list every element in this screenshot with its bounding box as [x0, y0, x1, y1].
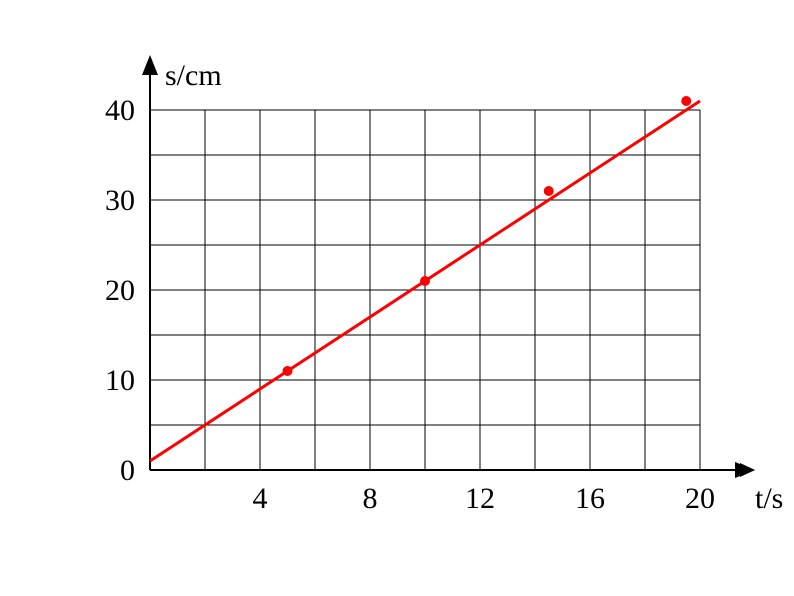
x-tick-label: 8: [363, 482, 378, 515]
x-tick-label: 16: [575, 482, 605, 515]
data-point: [681, 96, 691, 106]
x-tick-label: 4: [253, 482, 268, 515]
distance-time-chart: 0 10 20 30 40 4 8 12 16 20 s/cm t/s: [0, 0, 794, 596]
y-tick-label: 30: [105, 184, 135, 217]
data-point: [283, 366, 293, 376]
y-tick-label: 20: [105, 274, 135, 307]
chart-svg: 0 10 20 30 40 4 8 12 16 20 s/cm t/s: [0, 0, 794, 596]
x-tick-label: 12: [465, 482, 495, 515]
data-point: [420, 276, 430, 286]
x-axis-label: t/s: [755, 482, 783, 515]
y-tick-label: 40: [105, 94, 135, 127]
y-tick-label: 10: [105, 364, 135, 397]
y-axis-label: s/cm: [165, 59, 222, 92]
data-point: [544, 186, 554, 196]
y-tick-label: 0: [120, 454, 135, 487]
x-tick-label: 20: [685, 482, 715, 515]
